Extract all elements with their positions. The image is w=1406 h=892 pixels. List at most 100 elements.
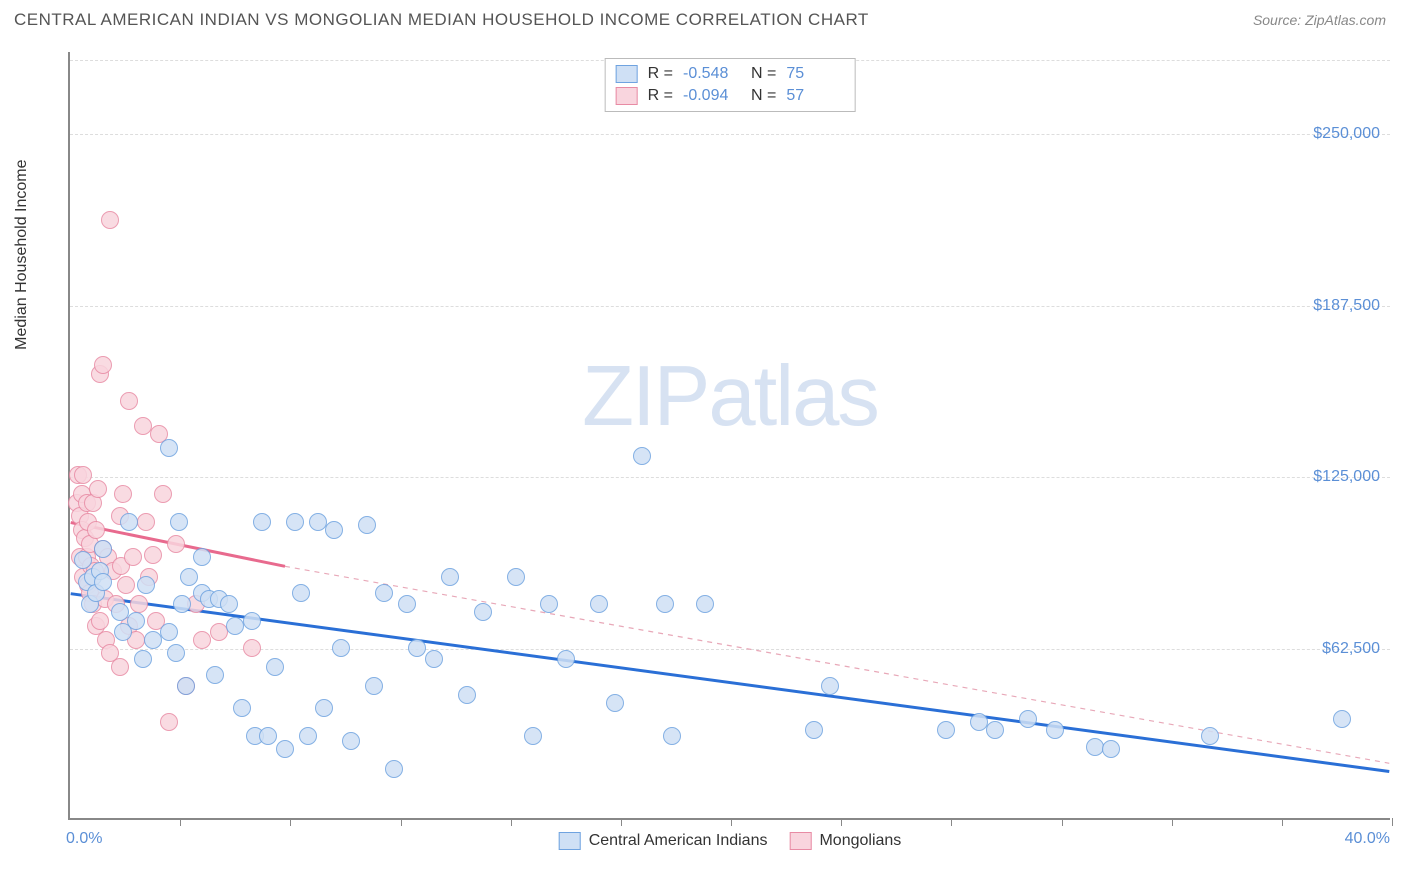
scatter-point [309,513,327,531]
x-tick-minor [951,820,952,826]
scatter-point [1046,721,1064,739]
scatter-point [375,584,393,602]
scatter-point [127,612,145,630]
scatter-point [180,568,198,586]
scatter-point [94,356,112,374]
trend-lines [70,52,1390,818]
y-axis-label: Median Household Income [13,159,31,349]
scatter-point [441,568,459,586]
x-tick [1062,818,1063,826]
scatter-point [170,513,188,531]
scatter-point [253,513,271,531]
scatter-point [144,546,162,564]
scatter-point [986,721,1004,739]
scatter-point [154,485,172,503]
scatter-point [160,439,178,457]
scatter-point [276,740,294,758]
scatter-point [1201,727,1219,745]
scatter-point [286,513,304,531]
scatter-point [74,551,92,569]
legend-label-2: Mongolians [819,832,901,850]
scatter-point [94,540,112,558]
stats-row-1: R = -0.548 N = 75 [616,63,845,85]
scatter-point [332,639,350,657]
gridline [70,477,1390,478]
scatter-point [970,713,988,731]
stats-row-2: R = -0.094 N = 57 [616,85,845,107]
scatter-point [358,516,376,534]
scatter-point [101,211,119,229]
scatter-point [226,617,244,635]
scatter-point [1102,740,1120,758]
gridline [70,134,1390,135]
scatter-point [167,644,185,662]
scatter-point [408,639,426,657]
scatter-point [365,677,383,695]
scatter-point [557,650,575,668]
gridline [70,306,1390,307]
legend-swatch-2 [789,832,811,850]
scatter-point [206,666,224,684]
x-tick [731,818,732,826]
scatter-point [120,392,138,410]
scatter-point [120,513,138,531]
correlation-stats-box: R = -0.548 N = 75 R = -0.094 N = 57 [605,58,856,112]
scatter-point [937,721,955,739]
scatter-point [89,480,107,498]
legend: Central American Indians Mongolians [559,832,902,850]
x-tick [401,818,402,826]
x-tick [1392,818,1393,826]
scatter-point [160,713,178,731]
scatter-point [524,727,542,745]
scatter-point [134,417,152,435]
scatter-point [656,595,674,613]
legend-item-2: Mongolians [789,832,901,850]
scatter-point [1019,710,1037,728]
scatter-point [210,623,228,641]
scatter-point [590,595,608,613]
y-tick-label: $250,000 [1313,125,1380,143]
scatter-point [91,612,109,630]
chart-container: Median Household Income ZIPatlas $62,500… [50,52,1390,820]
scatter-point [137,513,155,531]
scatter-point [606,694,624,712]
scatter-point [1333,710,1351,728]
scatter-point [325,521,343,539]
scatter-point [633,447,651,465]
x-tick-minor [1172,820,1173,826]
scatter-point [177,677,195,695]
scatter-point [821,677,839,695]
scatter-point [425,650,443,668]
scatter-point [243,612,261,630]
chart-title: CENTRAL AMERICAN INDIAN VS MONGOLIAN MED… [14,10,869,30]
y-tick-label: $187,500 [1313,297,1380,315]
scatter-point [137,576,155,594]
chart-header: CENTRAL AMERICAN INDIAN VS MONGOLIAN MED… [0,0,1406,35]
scatter-point [385,760,403,778]
plot-area: ZIPatlas $62,500$125,000$187,500$250,000… [68,52,1390,820]
scatter-point [144,631,162,649]
scatter-point [173,595,191,613]
y-tick-label: $125,000 [1313,468,1380,486]
scatter-point [220,595,238,613]
scatter-point [540,595,558,613]
swatch-series-2 [616,87,638,105]
scatter-point [315,699,333,717]
scatter-point [266,658,284,676]
watermark: ZIPatlas [582,348,878,446]
x-tick-label-max: 40.0% [1345,830,1390,848]
scatter-point [94,573,112,591]
x-tick-minor [1282,820,1283,826]
scatter-point [74,466,92,484]
gridline [70,649,1390,650]
scatter-point [805,721,823,739]
x-tick-minor [180,820,181,826]
scatter-point [1086,738,1104,756]
scatter-point [114,485,132,503]
chart-source: Source: ZipAtlas.com [1253,12,1386,28]
scatter-point [111,658,129,676]
legend-label-1: Central American Indians [589,832,768,850]
scatter-point [87,521,105,539]
x-tick-minor [511,820,512,826]
scatter-point [663,727,681,745]
